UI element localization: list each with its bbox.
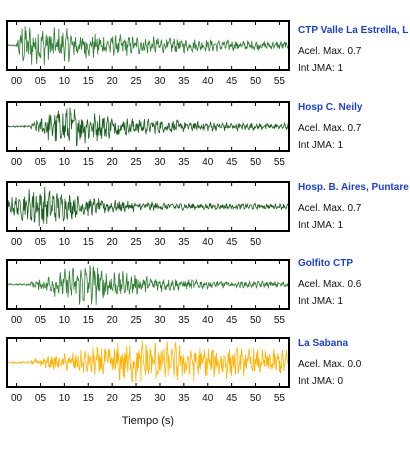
panel-info-4: La Sabana Acel. Max. 0.0 Int JMA: 0 [298,338,410,387]
tick-label: 50 [250,76,262,87]
int-jma: Int JMA: 1 [298,140,344,151]
tick-label: 25 [130,76,142,87]
panel-frame-3 [6,259,290,310]
waveform-4 [6,341,290,383]
int-jma: Int JMA: 1 [298,296,344,307]
tick-label: 45 [226,157,238,168]
tick-label: 45 [226,237,238,248]
station-name: Hosp. B. Aires, Puntare [298,182,409,193]
tick-label: 10 [59,76,71,87]
tick-label: 35 [178,393,190,404]
tick-label: 00 [11,76,23,87]
station-name: La Sabana [298,338,349,349]
tick-label: 45 [226,315,238,326]
tick-label: 05 [35,157,47,168]
tick-label: 35 [178,315,190,326]
tick-label: 05 [35,237,47,248]
tick-label: 20 [107,315,119,326]
int-jma: Int JMA: 0 [298,376,344,387]
tick-label: 50 [250,157,262,168]
tick-label: 05 [35,315,47,326]
acel-max: Acel. Max. 0.0 [298,359,362,370]
acel-max: Acel. Max. 0.6 [298,279,362,290]
acel-max: Acel. Max. 0.7 [298,46,362,57]
tick-label: 00 [11,393,23,404]
tick-label: 00 [11,237,23,248]
int-jma: Int JMA: 1 [298,220,344,231]
tick-label: 25 [130,237,142,248]
tick-label: 50 [250,315,262,326]
tick-label: 55 [274,315,286,326]
tick-label: 45 [226,76,238,87]
panel-info-0: CTP Valle La Estrella, L Acel. Max. 0.7 … [298,25,410,74]
tick-label: 15 [83,237,95,248]
tick-label: 05 [35,393,47,404]
tick-label: 15 [83,393,95,404]
tick-label: 25 [130,393,142,404]
tick-label: 45 [226,393,238,404]
tick-label: 55 [274,157,286,168]
station-name: Golfito CTP [298,258,353,269]
tick-label: 30 [154,315,166,326]
waveform-1 [6,107,290,147]
tick-label: 40 [202,237,214,248]
tick-label: 20 [107,237,119,248]
waveform-2 [6,187,290,227]
tick-label: 55 [274,393,286,404]
tick-label: 25 [130,157,142,168]
x-axis-label: Tiempo (s) [121,415,175,427]
tick-label: 40 [202,315,214,326]
tick-label: 30 [154,393,166,404]
tick-label: 10 [59,393,71,404]
tick-label: 50 [250,393,262,404]
tick-label: 20 [107,76,119,87]
tick-label: 20 [107,393,119,404]
tick-label: 35 [178,157,190,168]
tick-label: 20 [107,157,119,168]
tick-label: 30 [154,157,166,168]
tick-label: 10 [59,237,71,248]
panel-frame-0 [6,20,290,71]
tick-label: 00 [11,315,23,326]
tick-label: 30 [154,237,166,248]
tick-label: 10 [59,315,71,326]
waveform-3 [6,265,290,305]
panel-info-3: Golfito CTP Acel. Max. 0.6 Int JMA: 1 [298,258,410,307]
tick-label: 10 [59,157,71,168]
tick-label: 00 [11,157,23,168]
panel-frame-4 [6,337,290,388]
tick-label: 25 [130,315,142,326]
tick-label: 15 [83,76,95,87]
tick-label: 35 [178,76,190,87]
station-name: Hosp C. Neily [298,102,363,113]
tick-label: 15 [83,315,95,326]
station-name: CTP Valle La Estrella, L [298,25,409,36]
int-jma: Int JMA: 1 [298,63,344,74]
panel-info-1: Hosp C. Neily Acel. Max. 0.7 Int JMA: 1 [298,102,410,151]
tick-label: 05 [35,76,47,87]
tick-label: 40 [202,157,214,168]
acel-max: Acel. Max. 0.7 [298,123,362,134]
tick-label: 55 [274,76,286,87]
panel-frame-1 [6,101,290,152]
tick-label: 50 [250,237,262,248]
tick-label: 40 [202,76,214,87]
tick-label: 35 [178,237,190,248]
tick-label: 40 [202,393,214,404]
waveform-0 [6,26,290,66]
tick-label: 15 [83,157,95,168]
tick-label: 30 [154,76,166,87]
panel-frame-2 [6,181,290,232]
acel-max: Acel. Max. 0.7 [298,203,362,214]
panel-info-2: Hosp. B. Aires, Puntare Acel. Max. 0.7 I… [298,182,410,231]
